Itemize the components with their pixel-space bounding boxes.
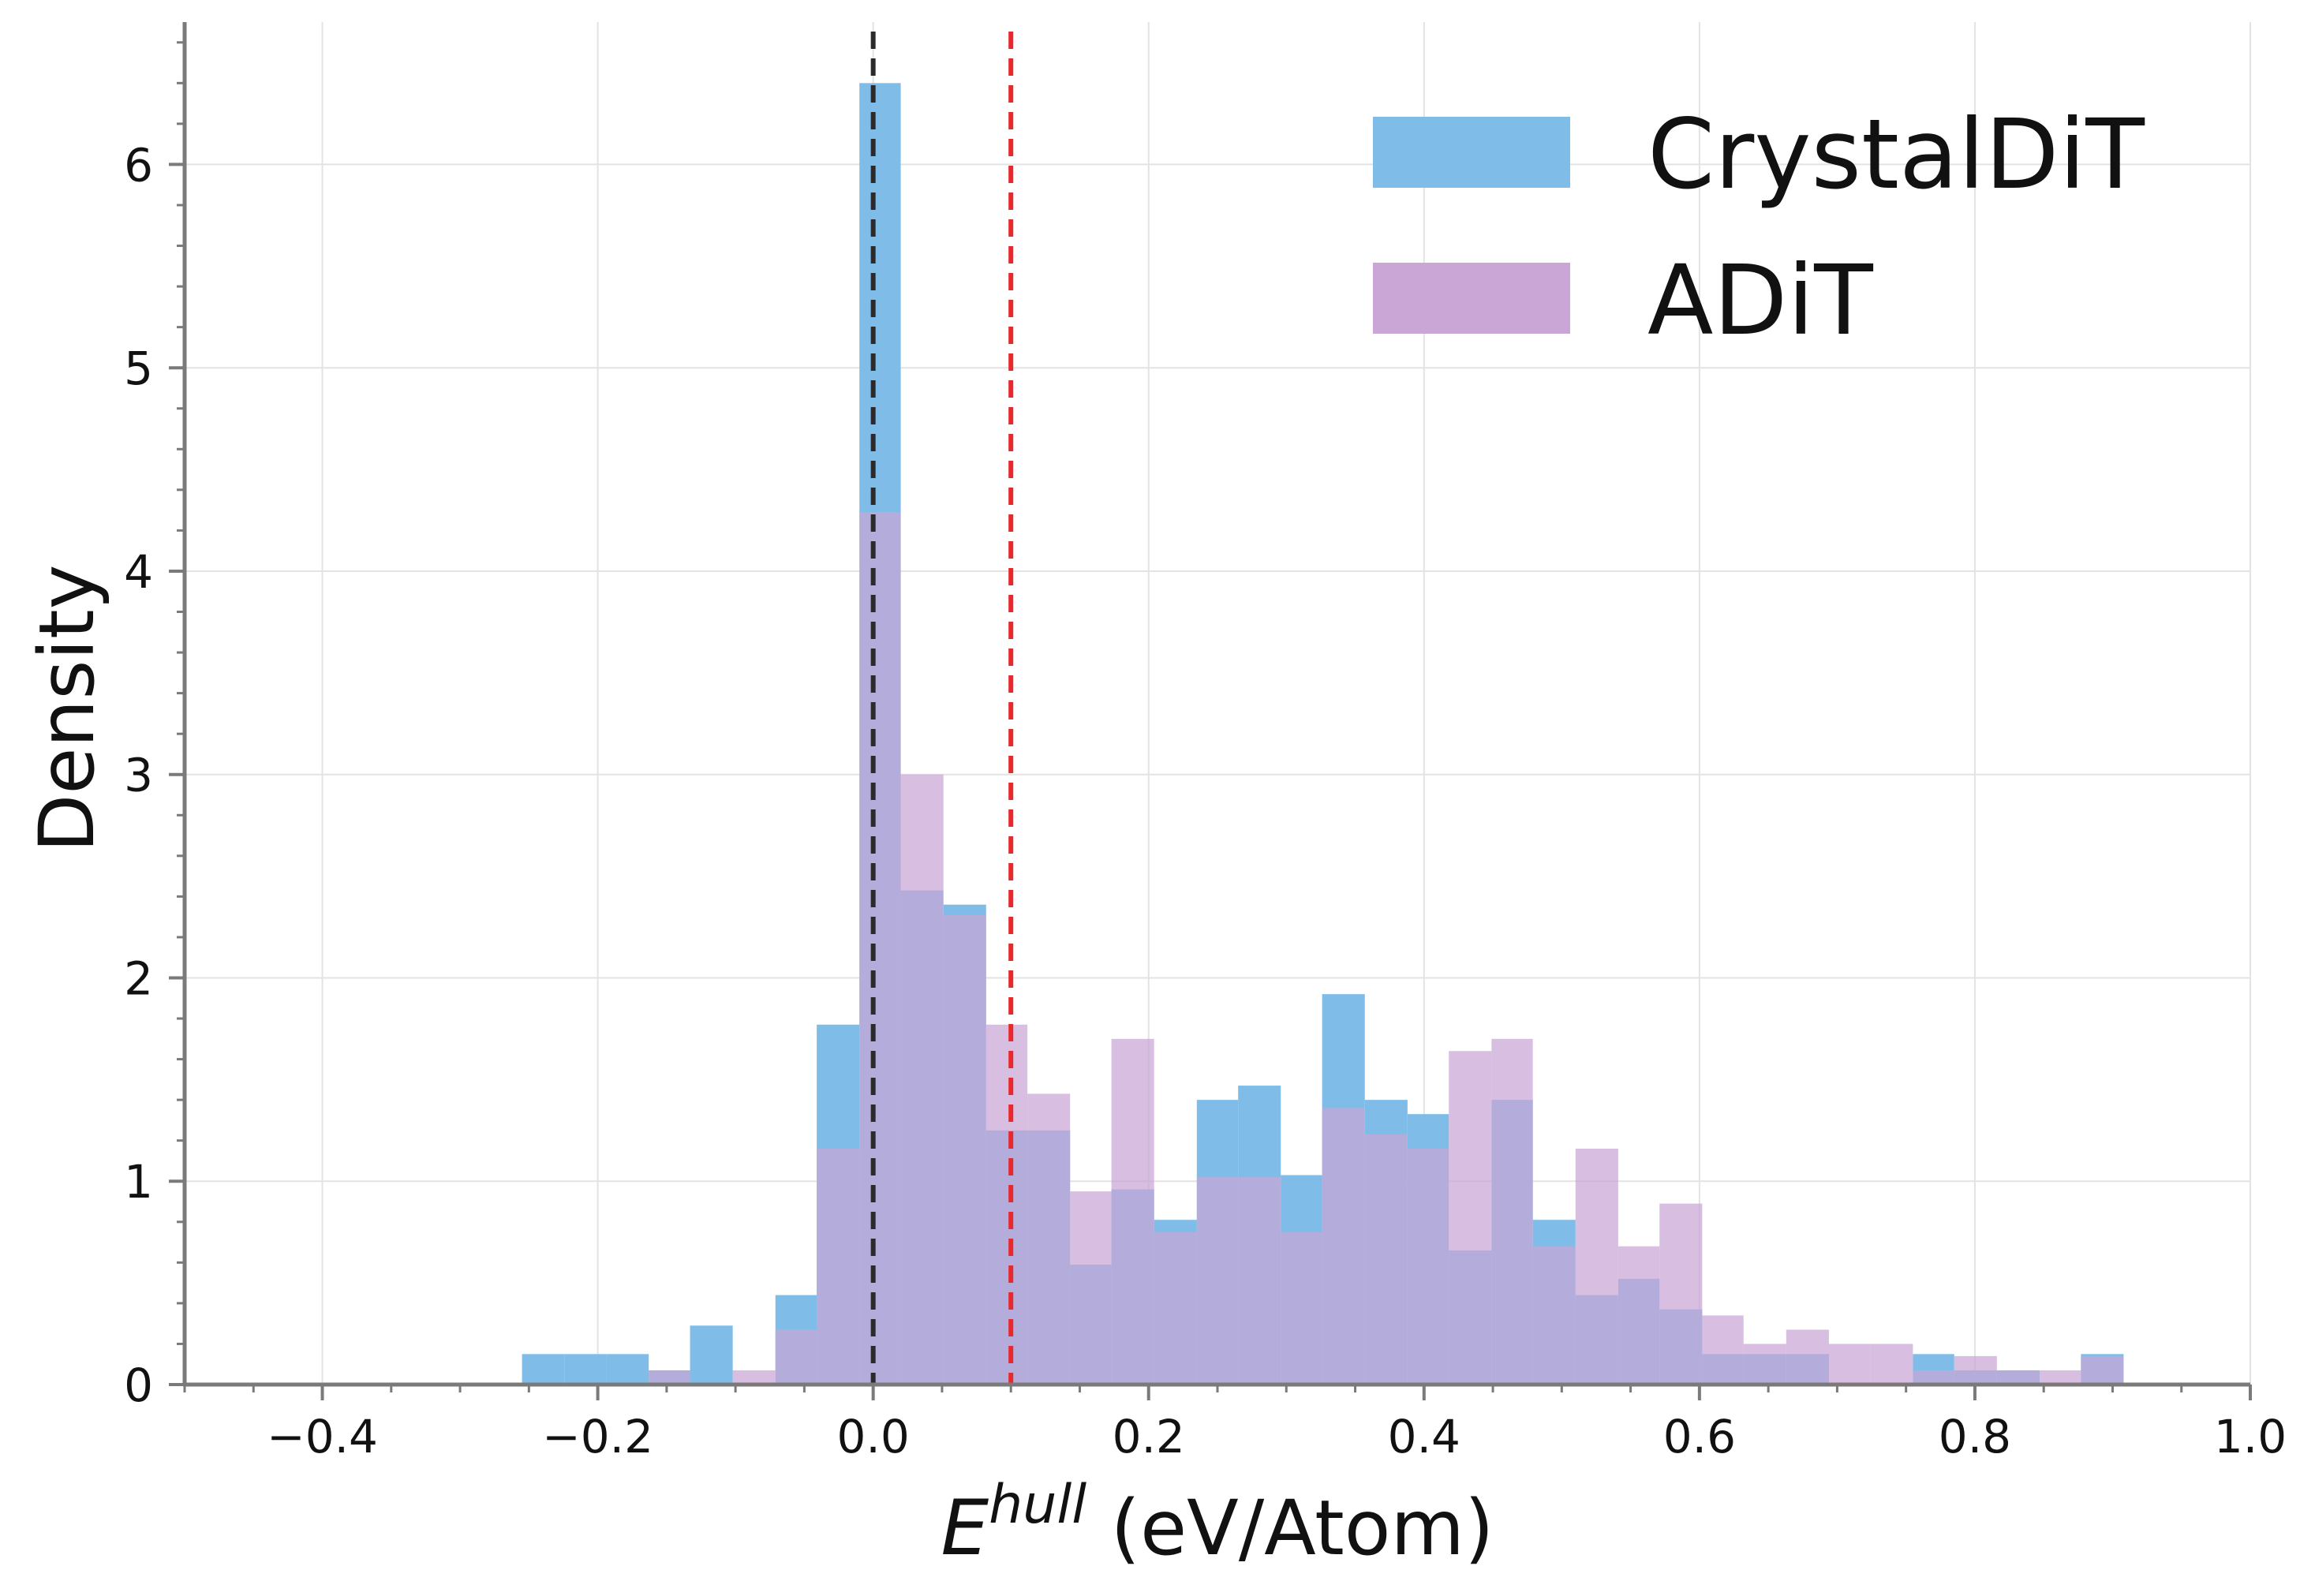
- bar-adit: [1870, 1344, 1913, 1385]
- y-axis-title: Density: [23, 565, 111, 853]
- bar-adit: [1532, 1246, 1576, 1385]
- bar-adit: [1618, 1246, 1660, 1385]
- bar-adit: [985, 1024, 1028, 1385]
- bar-adit: [1786, 1329, 1829, 1385]
- bar-adit: [859, 512, 901, 1385]
- x-axis-title-unit: (eV/Atom): [1086, 1484, 1494, 1572]
- bar-crystaldit: [564, 1354, 607, 1385]
- bar-adit: [2039, 1370, 2081, 1385]
- bar-adit: [1027, 1093, 1071, 1385]
- x-axis-title-symbol: E: [941, 1484, 989, 1572]
- bar-crystaldit: [522, 1354, 565, 1385]
- bar-adit: [1913, 1370, 1954, 1385]
- bar-adit: [1238, 1177, 1281, 1385]
- x-tick-label: 1.0: [2214, 1410, 2287, 1463]
- x-tick-label: 0.6: [1663, 1410, 1736, 1463]
- bar-adit: [1281, 1232, 1322, 1385]
- y-tick-label: 4: [124, 545, 153, 599]
- axes: −0.4 −0.2 0.0 0.2 0.4 0.6 0.8 1.0 0 1 2 3 4 5 6: [124, 22, 2287, 1463]
- bar-adit: [1154, 1232, 1197, 1385]
- y-tick-label: 0: [124, 1359, 153, 1412]
- bar-adit: [649, 1370, 690, 1385]
- reference-lines: [870, 32, 1014, 1385]
- legend-swatch-crystaldit: [1373, 117, 1570, 188]
- x-tick-label: 0.2: [1113, 1410, 1185, 1463]
- bar-adit: [1449, 1051, 1492, 1385]
- legend-label-adit: ADiT: [1647, 245, 1873, 357]
- bar-adit: [1322, 1108, 1365, 1385]
- bar-adit: [1702, 1315, 1744, 1385]
- bar-adit: [1743, 1344, 1786, 1385]
- bar-adit: [943, 914, 986, 1385]
- legend-swatch-adit: [1373, 263, 1570, 334]
- y-tick-label: 3: [124, 749, 153, 802]
- bar-adit: [775, 1329, 817, 1385]
- bar-adit: [1407, 1148, 1449, 1385]
- bar-adit: [1659, 1203, 1703, 1385]
- bar-adit: [1954, 1355, 1997, 1385]
- bar-crystaldit: [690, 1325, 733, 1385]
- bar-adit: [732, 1370, 776, 1385]
- bar-adit: [1828, 1344, 1871, 1385]
- grid: [185, 22, 2251, 1385]
- x-tick-label: 0.0: [837, 1410, 910, 1463]
- bar-adit: [1491, 1038, 1533, 1385]
- x-axis-title-superscript: hull: [989, 1474, 1086, 1536]
- histogram-bars: [522, 83, 2124, 1385]
- y-tick-label: 2: [124, 951, 153, 1005]
- bar-adit: [1196, 1177, 1239, 1385]
- legend-label-crystaldit: CrystalDiT: [1647, 99, 2145, 211]
- x-axis-title: Ehull (eV/Atom): [941, 1474, 1494, 1572]
- bar-adit: [900, 774, 944, 1385]
- bar-adit: [817, 1148, 860, 1385]
- x-tick-label: 0.8: [1939, 1410, 2011, 1463]
- bar-adit: [1070, 1191, 1112, 1385]
- bar-adit: [1575, 1148, 1618, 1385]
- x-tick-label: −0.2: [542, 1410, 653, 1463]
- bar-adit: [1111, 1038, 1154, 1385]
- bar-adit: [2081, 1355, 2124, 1385]
- x-tick-label: 0.4: [1388, 1410, 1460, 1463]
- bar-adit: [1996, 1370, 2040, 1385]
- y-tick-label: 5: [124, 342, 153, 395]
- x-tick-label: −0.4: [267, 1410, 378, 1463]
- y-tick-label: 6: [124, 138, 153, 192]
- legend: CrystalDiT ADiT: [1373, 99, 2145, 357]
- bar-adit: [1364, 1134, 1408, 1385]
- y-tick-label: 1: [124, 1155, 153, 1209]
- bar-crystaldit: [606, 1354, 649, 1385]
